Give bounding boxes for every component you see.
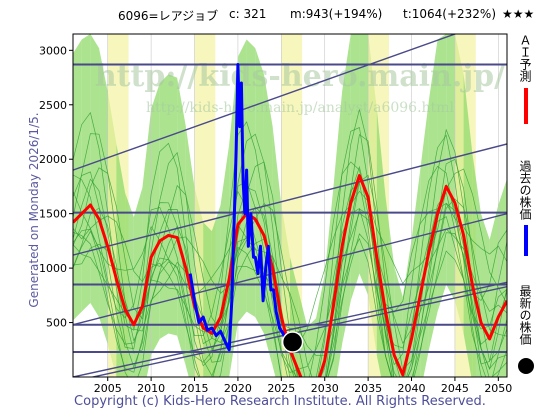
prediction-band — [350, 34, 360, 301]
watermark-url-analyst: http://kids-hero.main.jp/analyst/a6096.h… — [146, 100, 454, 116]
simulation-line — [73, 128, 507, 377]
prediction-band — [211, 204, 221, 377]
plot-frame — [72, 33, 508, 378]
x-tick-label: 2030 — [311, 382, 339, 395]
prediction-band — [333, 91, 343, 377]
prediction-band — [359, 34, 369, 296]
prediction-band — [263, 74, 273, 367]
header-current-price: c: 321 — [229, 7, 267, 21]
legend-latest-label: 最新の株価 — [518, 285, 532, 345]
prediction-band — [480, 213, 490, 377]
y-tick-label: 1500 — [39, 208, 67, 221]
y-tick-label: 3000 — [39, 44, 67, 57]
prediction-band — [168, 74, 178, 336]
x-tick-label: 2045 — [441, 382, 469, 395]
x-tick-label: 2020 — [224, 382, 252, 395]
y-tick-label: 2000 — [39, 153, 67, 166]
prediction-band — [185, 126, 195, 377]
y-tick-label: 2500 — [39, 99, 67, 112]
legend-past-label: 過去の株価 — [518, 160, 532, 220]
prediction-band — [159, 74, 169, 339]
legend-latest-swatch — [518, 358, 534, 374]
x-tick-label: 2005 — [94, 382, 122, 395]
generated-date: Generated on Monday 2026/1/5. — [27, 112, 41, 308]
header-top-target: t:1064(+232%) — [403, 7, 497, 21]
simulation-line — [73, 171, 507, 374]
x-tick-label: 2010 — [137, 382, 165, 395]
prediction-band — [177, 77, 186, 367]
prediction-band — [116, 143, 126, 377]
header-ticker: 6096=レアジョブ — [118, 9, 219, 23]
prediction-band — [385, 196, 395, 377]
y-tick-label: 500 — [46, 317, 67, 330]
x-tick-label: 2050 — [484, 382, 512, 395]
x-tick-label: 2015 — [181, 382, 209, 395]
x-tick-label: 2025 — [267, 382, 295, 395]
prediction-band — [324, 187, 334, 377]
x-tick-label: 2035 — [354, 382, 382, 395]
y-tick-label: 1000 — [39, 262, 67, 275]
series-past-price — [188, 63, 288, 352]
prediction-band — [420, 100, 429, 377]
prediction-band — [151, 83, 160, 356]
copyright: Copyright (c) Kids-Hero Research Institu… — [74, 394, 486, 409]
simulation-line — [73, 178, 507, 377]
trend-line — [73, 34, 458, 171]
header-rating-stars: ★★★ — [502, 7, 535, 21]
simulation-line — [73, 133, 507, 377]
simulation-line — [73, 158, 507, 371]
prediction-band — [90, 34, 100, 318]
prediction-band — [428, 39, 438, 350]
legend-ai-label: ＡＩ予測 — [518, 34, 532, 82]
prediction-band — [394, 265, 403, 377]
prediction-band — [446, 34, 455, 301]
prediction-band — [298, 292, 308, 377]
simulation-line — [73, 111, 507, 355]
trend-line — [73, 281, 507, 377]
latest-price-marker — [281, 331, 304, 353]
trend-line — [73, 143, 507, 256]
header-mid-target: m:943(+194%) — [290, 7, 383, 21]
prediction-band — [203, 222, 212, 377]
x-tick-label: 2040 — [398, 382, 426, 395]
